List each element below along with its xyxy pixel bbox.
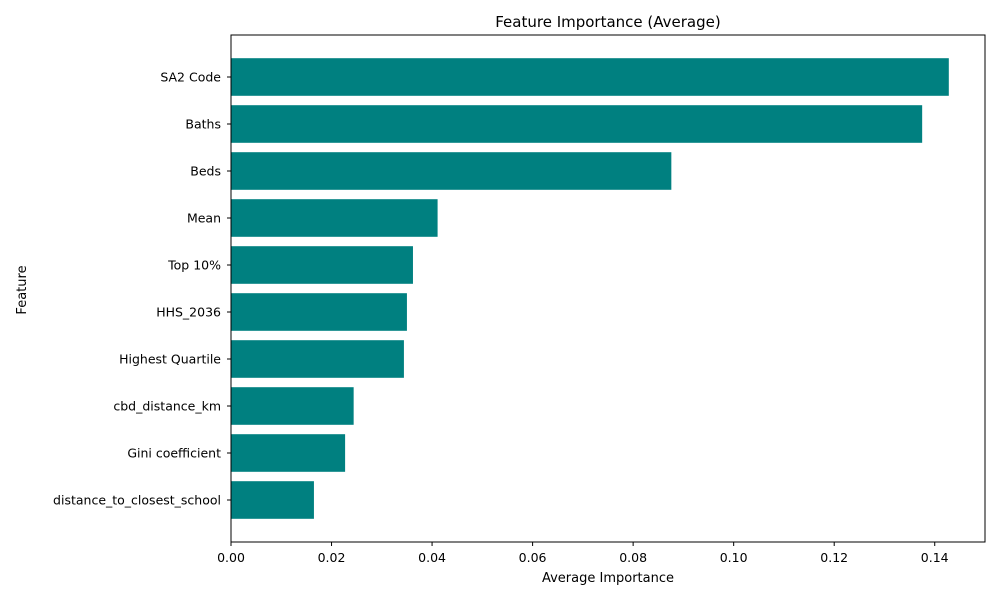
y-tick-label-7: cbd_distance_km [113, 399, 221, 414]
bar-9 [231, 481, 314, 519]
bar-2 [231, 152, 672, 190]
bar-6 [231, 340, 404, 378]
bar-0 [231, 58, 949, 96]
x-tick-label-4: 0.08 [619, 550, 647, 565]
y-tick-label-6: Highest Quartile [119, 352, 221, 367]
bar-3 [231, 199, 438, 237]
bar-8 [231, 434, 346, 472]
y-axis-label: Feature [15, 265, 30, 314]
y-tick-label-1: Baths [185, 117, 221, 132]
plot-frame [230, 34, 986, 543]
x-axis-ticks: 0.00 0.02 0.04 0.06 0.08 0.10 0.12 0.14 [217, 542, 949, 565]
bar-1 [231, 105, 923, 143]
x-tick-label-6: 0.12 [820, 550, 848, 565]
y-tick-label-9: distance_to_closest_school [53, 493, 221, 508]
bars-group [231, 58, 949, 519]
x-tick-label-2: 0.04 [418, 550, 446, 565]
y-tick-label-0: SA2 Code [160, 70, 221, 85]
x-tick-label-1: 0.02 [318, 550, 346, 565]
x-tick-label-3: 0.06 [519, 550, 547, 565]
x-axis-label: Average Importance [542, 571, 674, 586]
bar-4 [231, 246, 413, 284]
bar-5 [231, 293, 407, 331]
chart-title: Feature Importance (Average) [495, 13, 720, 31]
bar-7 [231, 387, 354, 425]
y-tick-label-2: Beds [190, 164, 221, 179]
y-axis-ticks: SA2 Code Baths Beds Mean Top 10% HHS_2036 High… [53, 70, 231, 508]
y-tick-label-8: Gini coefficient [127, 446, 221, 461]
y-tick-label-4: Top 10% [167, 258, 221, 273]
y-tick-label-5: HHS_2036 [156, 305, 221, 320]
x-tick-label-0: 0.00 [217, 550, 245, 565]
y-tick-label-3: Mean [187, 211, 221, 226]
x-tick-label-5: 0.10 [720, 550, 748, 565]
x-tick-label-7: 0.14 [921, 550, 949, 565]
